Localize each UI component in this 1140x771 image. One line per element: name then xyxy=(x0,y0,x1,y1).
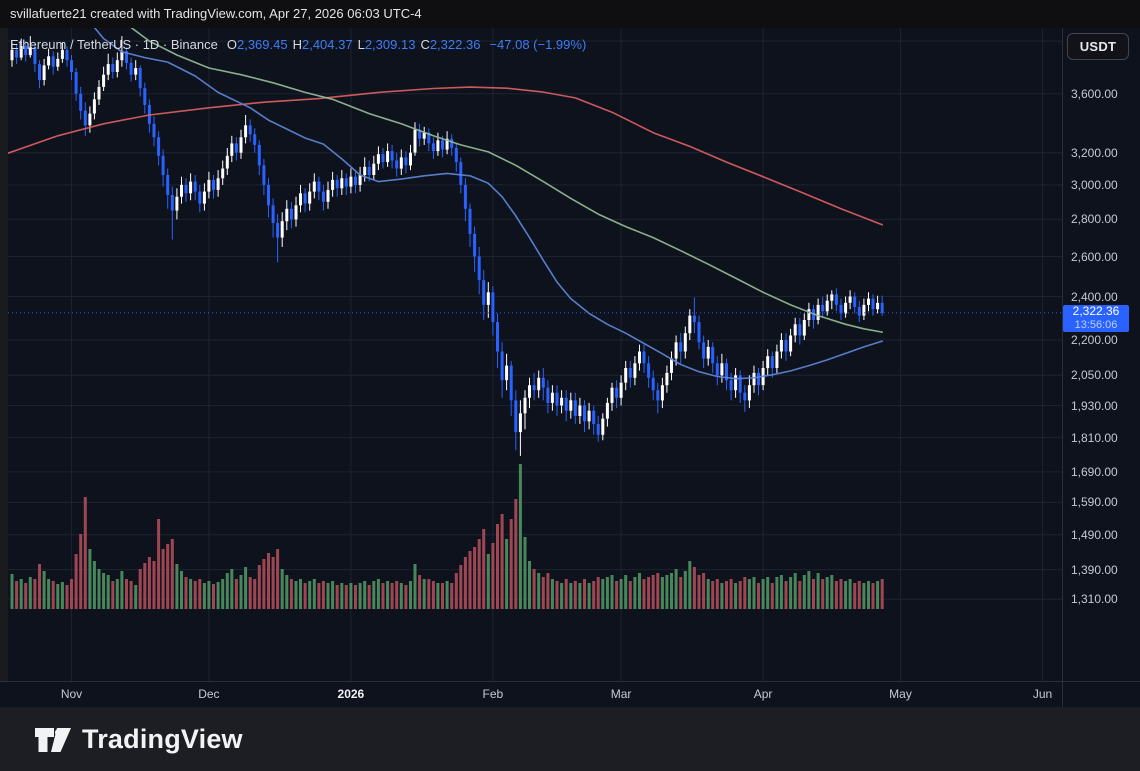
price-tick-label: 3,200.00 xyxy=(1071,145,1118,160)
grid-layer xyxy=(0,28,1062,681)
price-tick-label: 2,200.00 xyxy=(1071,333,1118,347)
chart-pane[interactable]: Ethereum / TetherUS · 1D · Binance O2,369… xyxy=(0,28,1140,681)
time-axis[interactable]: Nov Dec 2026 Feb Mar Apr May Jun xyxy=(0,681,1140,708)
price-tick-label: 1,310.00 xyxy=(1071,592,1118,607)
symbol-legend: Ethereum / TetherUS · 1D · Binance O2,369… xyxy=(10,37,586,52)
price-tick-label: 3,000.00 xyxy=(1071,177,1118,192)
axis-corner-border xyxy=(1062,682,1063,708)
price-tick-label: 1,590.00 xyxy=(1071,495,1118,510)
current-price-badge[interactable]: 2,322.36 13:56:06 xyxy=(1063,304,1129,332)
price-tick-label: 3,600.00 xyxy=(1071,86,1118,101)
price-axis[interactable]: USDT 3,600.00 3,200.00 3,000.00 2,800.00 2,6… xyxy=(1062,28,1140,681)
current-price-value: 2,322.36 xyxy=(1072,304,1120,318)
ma-slow-red xyxy=(0,86,884,226)
close-value: 2,322.36 xyxy=(429,37,481,52)
candles-layer xyxy=(10,36,884,456)
attribution-bar: svillafuerte21 created with TradingView.… xyxy=(0,0,1140,28)
tradingview-mark-icon xyxy=(35,727,71,752)
low-value: 2,309.13 xyxy=(364,37,416,52)
price-tick-label: 1,930.00 xyxy=(1071,398,1118,413)
open-label: O xyxy=(226,37,237,52)
time-axis-label: 2026 xyxy=(337,687,365,701)
footer-bar: TradingView xyxy=(0,707,1140,771)
attribution-text: svillafuerte21 created with TradingView.… xyxy=(10,6,422,21)
currency-toggle-button[interactable]: USDT xyxy=(1067,33,1129,60)
open-value: 2,369.45 xyxy=(236,37,288,52)
price-tick-label: 1,490.00 xyxy=(1071,527,1118,542)
time-axis-label: Feb xyxy=(482,687,504,701)
price-tick-label: 2,400.00 xyxy=(1071,289,1118,304)
high-value: 2,404.37 xyxy=(301,37,353,52)
high-label: H xyxy=(292,37,302,52)
price-tick-label: 2,600.00 xyxy=(1071,249,1118,264)
change-value: −47.08 (−1.99%) xyxy=(489,37,587,52)
low-label: L xyxy=(357,37,365,52)
volume-layer xyxy=(10,464,884,609)
time-axis-label: Dec xyxy=(198,687,220,701)
price-tick-label: 1,810.00 xyxy=(1071,430,1118,445)
close-label: C xyxy=(420,37,430,52)
time-axis-label: May xyxy=(889,687,912,701)
ma-mid-green xyxy=(130,28,884,333)
time-axis-label: Jun xyxy=(1032,687,1053,701)
price-tick-label: 2,050.00 xyxy=(1071,368,1118,383)
tradingview-logo[interactable]: TradingView xyxy=(34,724,243,755)
moving-averages-layer xyxy=(0,28,884,380)
price-tick-label: 1,390.00 xyxy=(1071,562,1118,577)
left-edge-strip xyxy=(0,28,8,681)
price-tick-label: 2,800.00 xyxy=(1071,212,1118,227)
candlestick-plot[interactable] xyxy=(0,28,1062,681)
symbol-title: Ethereum / TetherUS · 1D · Binance xyxy=(10,37,218,52)
price-tick-label: 1,690.00 xyxy=(1071,464,1118,479)
time-axis-label: Mar xyxy=(610,687,632,701)
time-axis-label: Nov xyxy=(60,687,83,701)
tradingview-wordmark: TradingView xyxy=(82,724,243,754)
bar-countdown: 13:56:06 xyxy=(1074,318,1118,331)
time-axis-label: Apr xyxy=(753,687,773,701)
ma-fast-blue xyxy=(93,28,884,380)
